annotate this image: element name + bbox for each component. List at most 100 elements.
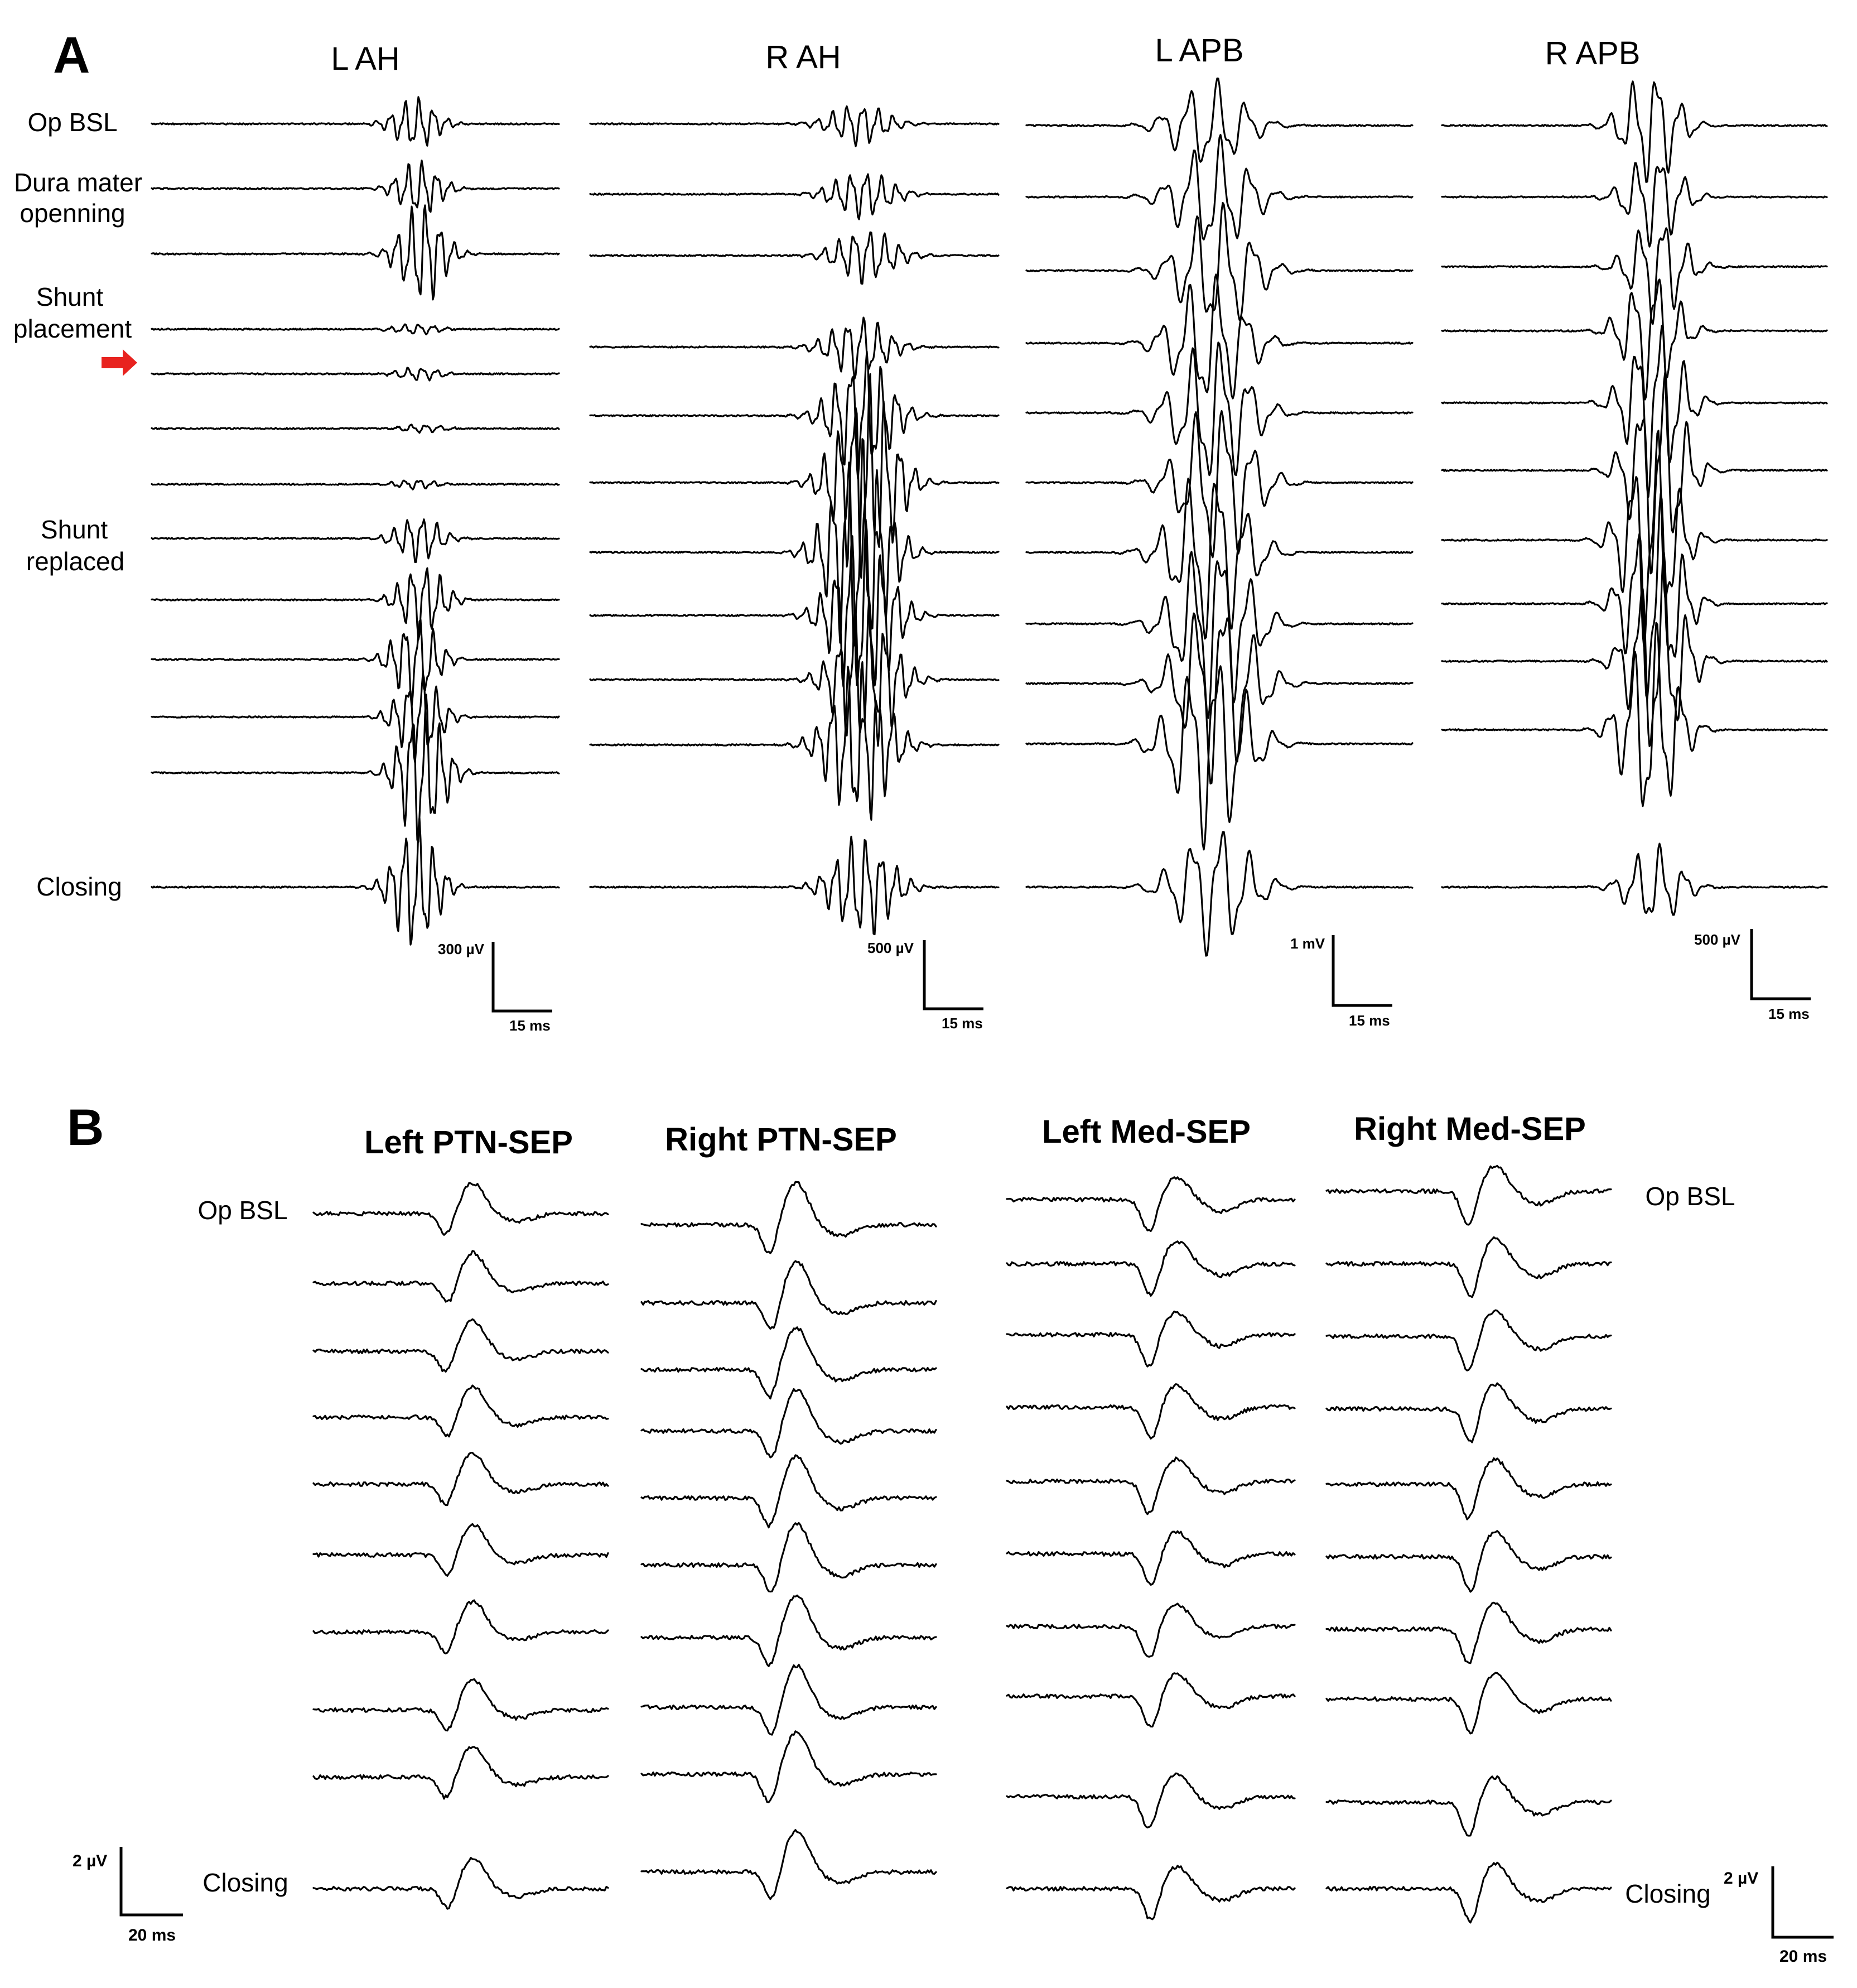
- sep-trace-col4-row4: [1325, 1382, 1612, 1443]
- l-apb-title: L APB: [1155, 32, 1243, 69]
- l-apb-scale-bar: [1332, 935, 1392, 1007]
- emg-trace-col2-row1: [589, 105, 1000, 147]
- sep-trace-col1-row10: [312, 1857, 609, 1910]
- b-right-scale-amplitude: 2 µV: [1724, 1869, 1758, 1888]
- r-apb-scale-bar: [1750, 929, 1811, 1000]
- emg-trace-col1-row12: [151, 694, 560, 843]
- sep-trace-col2-row7: [640, 1594, 937, 1667]
- emg-trace-col3-row4: [1025, 273, 1414, 399]
- sep-trace-col2-row8: [640, 1663, 937, 1736]
- b-left-scale-bar: [119, 1847, 183, 1917]
- sep-trace-col2-row6: [640, 1522, 937, 1593]
- b-right-closing-label: Closing: [1625, 1879, 1710, 1908]
- emg-trace-col1-row3: [151, 204, 560, 301]
- sep-trace-col2-row9: [640, 1730, 937, 1803]
- sep-trace-col3-row7: [1006, 1602, 1296, 1658]
- sep-trace-col2-row4: [640, 1388, 937, 1458]
- emg-trace-col1-row11: [151, 672, 560, 763]
- r-ah-title: R AH: [765, 39, 841, 75]
- sep-trace-col1-row7: [312, 1599, 609, 1655]
- panel-a-letter: A: [53, 27, 90, 84]
- sep-trace-col3-row4: [1006, 1383, 1296, 1440]
- b-left-op-bsl-label: Op BSL: [197, 1196, 287, 1225]
- r-apb-scale-time: 15 ms: [1768, 1005, 1810, 1022]
- right-med-sep-title: Right Med-SEP: [1354, 1111, 1586, 1147]
- emg-trace-col4-row11: [1441, 843, 1828, 916]
- emg-trace-col2-row10: [589, 661, 1000, 821]
- emg-trace-col4-row3: [1441, 227, 1828, 325]
- emg-trace-col1-row8: [151, 518, 560, 564]
- left-med-sep-title: Left Med-SEP: [1042, 1114, 1251, 1150]
- sep-trace-col4-row7: [1325, 1601, 1612, 1664]
- sep-trace-col1-row2: [312, 1250, 609, 1303]
- dura-label-line1: Dura mater: [14, 168, 142, 197]
- emg-trace-col2-row11: [589, 835, 1000, 936]
- sep-traces: [312, 1164, 1612, 1924]
- emg-trace-col3-row8: [1025, 551, 1414, 719]
- l-apb-scale-time: 15 ms: [1349, 1012, 1390, 1029]
- emg-trace-col2-row2: [589, 173, 1000, 220]
- emg-trace-col3-row7: [1025, 478, 1414, 640]
- sep-trace-col4-row8: [1325, 1672, 1612, 1735]
- emg-trace-col3-row10: [1025, 665, 1414, 851]
- emg-trace-col1-row1: [151, 96, 560, 147]
- emg-trace-col3-row6: [1025, 410, 1414, 559]
- b-left-scale-time: 20 ms: [128, 1926, 176, 1944]
- sep-trace-col2-row3: [640, 1326, 937, 1400]
- sep-trace-col3-row3: [1006, 1310, 1296, 1368]
- emg-trace-col2-row5: [589, 350, 1000, 480]
- sep-trace-col2-row1: [640, 1181, 937, 1254]
- l-apb-scale-amplitude: 1 mV: [1290, 935, 1325, 952]
- sep-trace-col4-row9: [1325, 1775, 1612, 1837]
- shunt-placement-label-line2: placement: [13, 314, 132, 343]
- sep-trace-col4-row2: [1325, 1236, 1612, 1298]
- left-ptn-sep-title: Left PTN-SEP: [364, 1124, 573, 1161]
- l-ah-title: L AH: [331, 41, 400, 77]
- sep-trace-col3-row5: [1006, 1456, 1296, 1515]
- emg-trace-col1-row2: [151, 160, 560, 213]
- emg-trace-col1-row9: [151, 567, 560, 641]
- op-bsl-label: Op BSL: [27, 108, 117, 137]
- emg-trace-col2-row3: [589, 231, 1000, 285]
- sep-trace-col1-row5: [312, 1452, 609, 1506]
- emg-trace-col1-row7: [151, 479, 560, 490]
- sep-trace-col4-row1: [1325, 1164, 1612, 1226]
- sep-trace-col4-row10: [1325, 1861, 1612, 1924]
- red-arrow-icon: [102, 349, 137, 376]
- emg-trace-col4-row6: [1441, 372, 1828, 575]
- r-ah-scale-time: 15 ms: [942, 1015, 983, 1032]
- sep-trace-col3-row2: [1006, 1240, 1296, 1297]
- emg-trace-col4-row4: [1441, 278, 1828, 401]
- b-left-closing-label: Closing: [202, 1868, 288, 1897]
- emg-trace-col3-row2: [1025, 134, 1414, 240]
- sep-trace-col1-row3: [312, 1318, 609, 1373]
- emg-trace-col2-row6: [589, 373, 1000, 579]
- b-left-scale-amplitude: 2 µV: [73, 1852, 107, 1870]
- emg-trace-col3-row11: [1025, 831, 1414, 957]
- shunt-replaced-label-line1: Shunt: [41, 515, 108, 544]
- sep-trace-col1-row8: [312, 1678, 609, 1732]
- l-ah-scale-time: 15 ms: [509, 1017, 551, 1034]
- emg-trace-col4-row10: [1441, 622, 1828, 807]
- sep-trace-col1-row9: [312, 1746, 609, 1800]
- emg-trace-col3-row1: [1025, 77, 1414, 163]
- emg-trace-col2-row4: [589, 316, 1000, 380]
- sep-trace-col3-row1: [1006, 1176, 1296, 1232]
- panel-b-letter: B: [67, 1099, 104, 1156]
- emg-trace-col1-row4: [151, 323, 560, 335]
- sep-trace-col4-row5: [1325, 1457, 1612, 1520]
- sep-trace-col3-row9: [1006, 1772, 1296, 1828]
- emg-trace-col1-row13: [151, 817, 560, 946]
- emg-trace-col4-row8: [1441, 493, 1828, 700]
- sep-trace-col4-row3: [1325, 1309, 1612, 1371]
- sep-trace-col2-row5: [640, 1454, 937, 1529]
- emg-trace-col2-row9: [589, 598, 1000, 747]
- sep-trace-col1-row1: [312, 1182, 609, 1236]
- emg-trace-col4-row7: [1441, 430, 1828, 647]
- emg-trace-col2-row7: [589, 438, 1000, 647]
- emg-trace-col1-row5: [151, 367, 560, 382]
- sep-trace-col3-row8: [1006, 1672, 1296, 1728]
- emg-trace-col4-row5: [1441, 325, 1828, 498]
